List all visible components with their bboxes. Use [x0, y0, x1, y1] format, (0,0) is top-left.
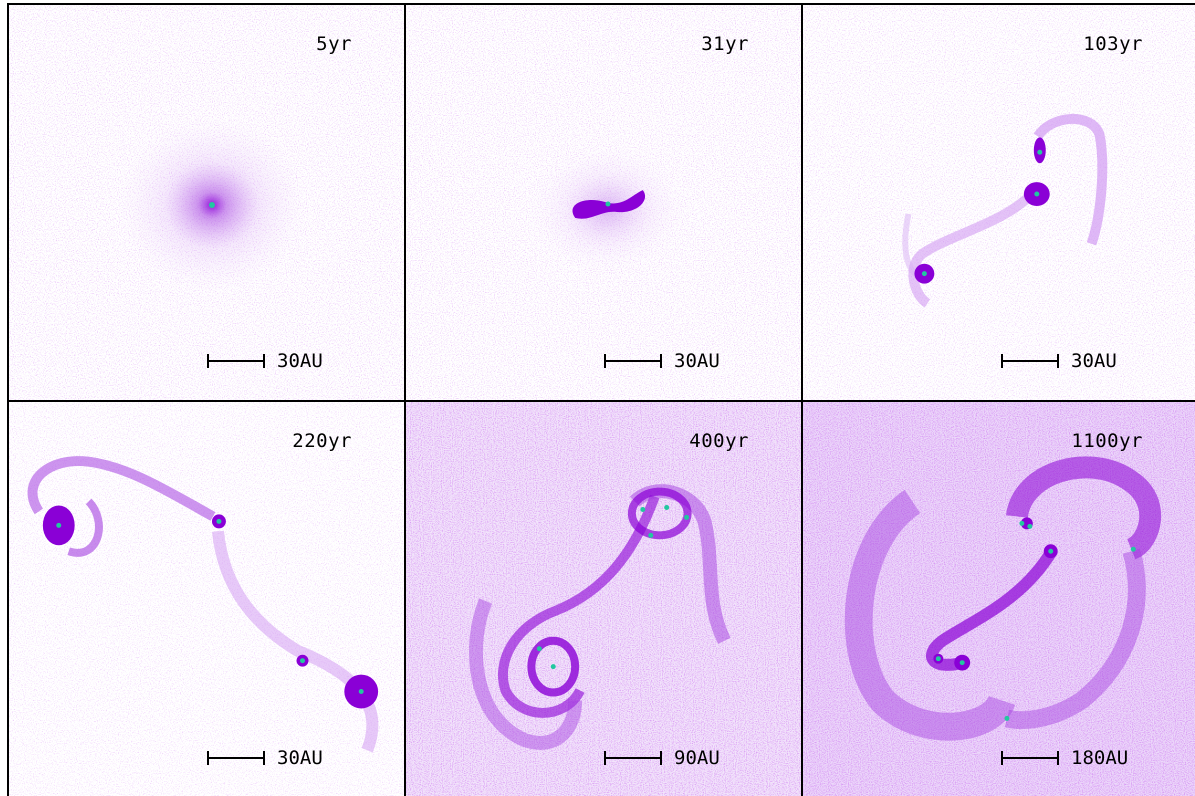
scale-bar: [604, 354, 662, 368]
time-label: 103yr: [1083, 33, 1143, 55]
scale-bar: [1001, 354, 1059, 368]
sink-particle: [1019, 520, 1025, 526]
sink-particle: [208, 202, 215, 208]
sink-particle: [959, 660, 965, 666]
sink-particle: [1037, 149, 1043, 155]
sink-particle: [1027, 523, 1033, 529]
sink-particle: [935, 656, 941, 662]
sink-particle: [664, 504, 670, 510]
scale-label: 180AU: [1071, 747, 1129, 769]
scale-bar-group: 30AU: [604, 350, 720, 372]
time-label: 31yr: [701, 33, 749, 55]
time-label: 5yr: [316, 33, 352, 55]
sink-particle: [1034, 191, 1040, 197]
sink-particle: [216, 518, 222, 524]
sink-particle: [684, 514, 690, 520]
sink-particle: [358, 689, 364, 695]
panel-image-5yr: [9, 5, 404, 400]
time-label: 1100yr: [1071, 430, 1143, 452]
panel-image-31yr: [406, 5, 801, 400]
scale-label: 30AU: [277, 747, 323, 769]
scale-bar: [207, 751, 265, 765]
panel-image-400yr: [406, 402, 801, 796]
simulation-grid: 5yr 30AU 31yr: [7, 3, 1195, 796]
time-label: 400yr: [689, 430, 749, 452]
time-label: 220yr: [292, 430, 352, 452]
sink-particle: [648, 532, 654, 538]
scale-bar-group: 180AU: [1001, 747, 1128, 769]
panel-1100yr: 1100yr 180AU: [801, 400, 1195, 796]
sink-particle: [1004, 715, 1010, 721]
sink-particle: [605, 201, 611, 207]
scale-bar: [1001, 751, 1059, 765]
panel-image-103yr: [803, 5, 1195, 400]
scale-bar-group: 30AU: [1001, 350, 1117, 372]
sink-particle: [1130, 546, 1136, 552]
sink-particle: [536, 646, 542, 652]
scale-label: 30AU: [1071, 350, 1117, 372]
scale-bar-group: 30AU: [207, 747, 323, 769]
sink-particle: [56, 522, 62, 528]
sink-particle: [921, 271, 927, 277]
panel-image-1100yr: [803, 402, 1195, 796]
scale-bar: [207, 354, 265, 368]
panel-31yr: 31yr 30AU: [404, 3, 801, 400]
sink-particle: [640, 506, 646, 512]
sink-particle: [550, 664, 556, 670]
panel-image-220yr: [9, 402, 404, 796]
sink-particle: [1048, 548, 1054, 554]
scale-bar-group: 90AU: [604, 747, 720, 769]
panel-400yr: 400yr 90AU: [404, 400, 801, 796]
scale-bar-group: 30AU: [207, 350, 323, 372]
panel-5yr: 5yr 30AU: [7, 3, 404, 400]
sink-particle: [300, 658, 305, 664]
scale-label: 30AU: [674, 350, 720, 372]
panel-220yr: 220yr 30AU: [7, 400, 404, 796]
scale-bar: [604, 751, 662, 765]
scale-label: 30AU: [277, 350, 323, 372]
panel-103yr: 103yr 30AU: [801, 3, 1195, 400]
scale-label: 90AU: [674, 747, 720, 769]
